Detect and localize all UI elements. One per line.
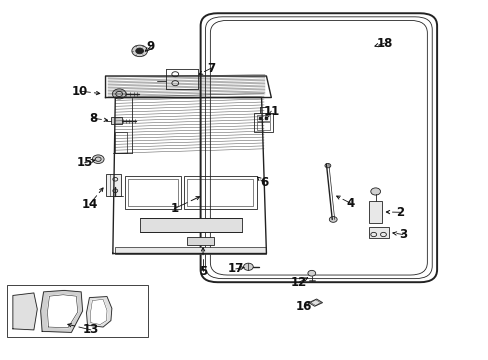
Text: 8: 8 <box>89 112 97 125</box>
Bar <box>6 285 148 337</box>
Text: 6: 6 <box>259 176 267 189</box>
Polygon shape <box>308 299 322 306</box>
Text: 13: 13 <box>82 323 99 336</box>
Text: 3: 3 <box>398 228 406 241</box>
Circle shape <box>132 45 147 57</box>
Polygon shape <box>90 300 107 324</box>
Bar <box>115 247 266 253</box>
Circle shape <box>370 188 380 195</box>
Text: 17: 17 <box>227 262 244 275</box>
Bar <box>368 201 382 223</box>
Bar <box>183 176 256 209</box>
Polygon shape <box>13 293 37 330</box>
Text: 2: 2 <box>396 206 404 219</box>
Text: 12: 12 <box>290 276 306 289</box>
Circle shape <box>325 163 330 168</box>
Polygon shape <box>86 297 112 327</box>
Text: 11: 11 <box>263 105 279 118</box>
Circle shape <box>112 89 126 99</box>
Circle shape <box>307 270 315 276</box>
Text: 5: 5 <box>199 265 207 278</box>
Text: 4: 4 <box>346 197 354 210</box>
Bar <box>256 115 270 121</box>
Polygon shape <box>41 291 82 332</box>
Circle shape <box>329 217 336 222</box>
Text: 14: 14 <box>81 198 98 211</box>
Text: 1: 1 <box>170 202 178 215</box>
Bar <box>256 122 270 130</box>
Text: 18: 18 <box>376 36 392 50</box>
Bar <box>115 132 127 153</box>
Bar <box>128 179 177 206</box>
Text: 10: 10 <box>71 85 88 98</box>
Bar <box>140 219 242 232</box>
Bar <box>254 113 272 132</box>
Circle shape <box>136 48 143 54</box>
Text: 16: 16 <box>295 300 311 313</box>
Text: 7: 7 <box>207 62 215 75</box>
Bar <box>111 117 122 125</box>
Circle shape <box>243 263 253 270</box>
Text: 9: 9 <box>146 40 155 53</box>
Polygon shape <box>47 295 78 328</box>
Bar <box>368 226 388 238</box>
Bar <box>186 179 253 206</box>
Bar <box>186 237 213 244</box>
Circle shape <box>92 155 104 163</box>
Bar <box>105 174 121 196</box>
Bar <box>125 176 181 209</box>
Text: 15: 15 <box>76 156 93 169</box>
